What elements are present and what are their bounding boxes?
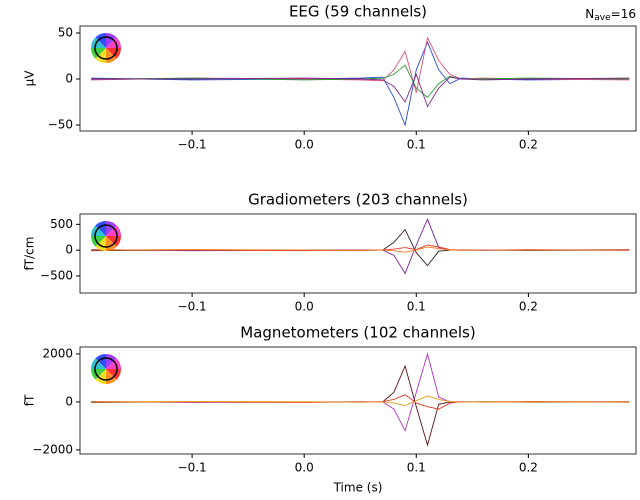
trace — [91, 41, 630, 127]
trace — [91, 352, 630, 432]
x-tick-label: 0.0 — [295, 138, 314, 152]
trace — [91, 246, 630, 253]
head-icon-outline — [94, 36, 118, 60]
trace — [91, 73, 630, 108]
x-tick-label: −0.1 — [178, 461, 207, 475]
chart-title: Magnetometers (102 channels) — [240, 324, 475, 342]
trace — [91, 64, 630, 99]
y-tick-label: −500 — [40, 268, 73, 282]
head-icon-outline — [94, 224, 118, 248]
y-axis-label: µV — [23, 70, 37, 87]
x-tick-label: 0.0 — [295, 461, 314, 475]
chart-title: EEG (59 channels) — [289, 3, 427, 21]
x-tick-label: 0.2 — [519, 300, 538, 314]
y-tick-label: 50 — [58, 25, 73, 39]
trace — [91, 364, 630, 447]
axes-frame — [79, 213, 637, 294]
axes-frame — [79, 346, 637, 455]
y-axis-label: fT — [23, 394, 37, 406]
y-tick-label: 0 — [65, 394, 73, 408]
trace — [91, 228, 630, 267]
trace — [91, 36, 630, 93]
x-tick-label: 0.2 — [519, 138, 538, 152]
nave-value: =16 — [611, 7, 636, 21]
y-tick-label: 2000 — [42, 346, 73, 360]
nave-symbol: N — [585, 7, 594, 21]
y-axis-label: fT/cm — [23, 237, 37, 271]
trace — [91, 395, 630, 406]
x-tick-label: 0.1 — [407, 300, 426, 314]
y-tick-label: 500 — [50, 217, 73, 231]
x-axis-label: Time (s) — [333, 481, 383, 495]
trace — [91, 218, 630, 275]
x-tick-label: 0.1 — [407, 461, 426, 475]
y-tick-label: −2000 — [32, 442, 73, 456]
x-tick-label: 0.1 — [407, 138, 426, 152]
x-tick-label: −0.1 — [178, 138, 207, 152]
x-tick-label: −0.1 — [178, 300, 207, 314]
x-tick-label: 0.0 — [295, 300, 314, 314]
nave-label: Nave=16 — [585, 7, 636, 23]
y-tick-label: 0 — [65, 72, 73, 86]
axes-frame — [79, 25, 637, 132]
x-tick-label: 0.2 — [519, 461, 538, 475]
y-tick-label: −50 — [48, 118, 73, 132]
y-tick-label: 0 — [65, 243, 73, 257]
chart-title: Gradiometers (203 channels) — [248, 191, 468, 209]
nave-subscript: ave — [594, 13, 611, 23]
head-icon-outline — [94, 357, 118, 381]
